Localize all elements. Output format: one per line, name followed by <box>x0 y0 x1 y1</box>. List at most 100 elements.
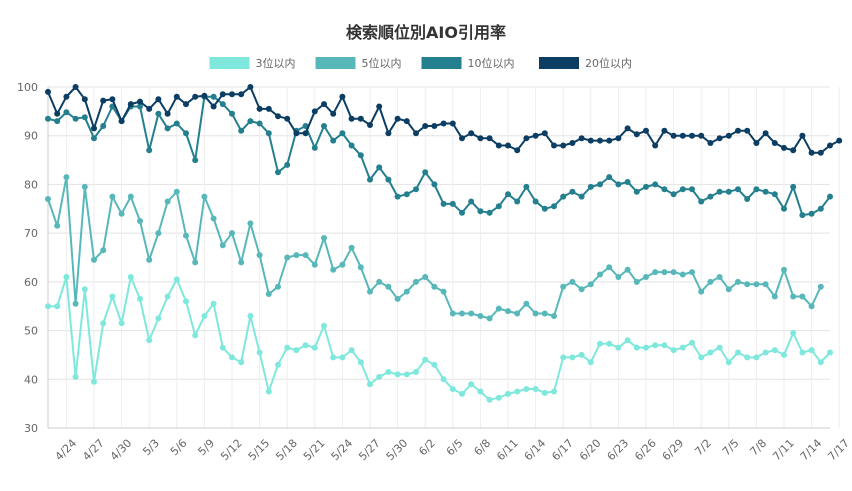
data-point[interactable] <box>799 132 806 139</box>
data-point[interactable] <box>109 96 116 103</box>
data-point[interactable] <box>127 193 134 200</box>
data-point[interactable] <box>532 386 539 392</box>
data-point[interactable] <box>560 283 567 290</box>
legend-item[interactable]: 5位以内 <box>315 56 402 70</box>
data-point[interactable] <box>744 281 751 288</box>
data-point[interactable] <box>265 130 272 137</box>
data-point[interactable] <box>578 286 585 293</box>
data-point[interactable] <box>127 274 134 280</box>
data-point[interactable] <box>817 205 824 212</box>
data-point[interactable] <box>762 349 769 356</box>
data-point[interactable] <box>790 330 797 336</box>
data-point[interactable] <box>54 222 61 229</box>
data-point[interactable] <box>210 300 217 307</box>
data-point[interactable] <box>762 188 769 195</box>
data-point[interactable] <box>624 179 631 185</box>
data-point[interactable] <box>146 147 153 154</box>
data-point[interactable] <box>597 271 603 278</box>
data-point[interactable] <box>394 193 401 200</box>
data-point[interactable] <box>91 378 97 385</box>
data-point[interactable] <box>72 84 79 90</box>
data-point[interactable] <box>468 310 475 317</box>
data-point[interactable] <box>284 115 291 122</box>
data-point[interactable] <box>817 283 824 290</box>
data-point[interactable] <box>348 115 355 122</box>
data-point[interactable] <box>183 232 189 239</box>
data-point[interactable] <box>459 390 465 397</box>
data-point[interactable] <box>192 93 199 100</box>
data-point[interactable] <box>689 269 695 276</box>
data-point[interactable] <box>578 351 585 358</box>
data-point[interactable] <box>624 266 631 273</box>
data-point[interactable] <box>146 256 153 263</box>
data-point[interactable] <box>238 359 245 366</box>
data-point[interactable] <box>192 157 199 164</box>
data-point[interactable] <box>311 108 318 115</box>
data-point[interactable] <box>523 183 530 190</box>
data-point[interactable] <box>183 101 189 108</box>
data-point[interactable] <box>173 120 180 127</box>
data-point[interactable] <box>597 340 603 347</box>
data-point[interactable] <box>624 337 631 344</box>
data-point[interactable] <box>422 169 429 176</box>
data-point[interactable] <box>330 266 337 273</box>
data-point[interactable] <box>376 278 383 285</box>
data-point[interactable] <box>440 200 447 207</box>
data-point[interactable] <box>81 114 88 121</box>
data-point[interactable] <box>238 259 245 266</box>
data-point[interactable] <box>449 310 456 317</box>
data-point[interactable] <box>790 183 797 190</box>
data-point[interactable] <box>569 140 576 146</box>
data-point[interactable] <box>137 103 143 110</box>
data-point[interactable] <box>91 125 97 132</box>
data-point[interactable] <box>808 149 815 156</box>
data-point[interactable] <box>348 347 355 354</box>
data-point[interactable] <box>275 169 281 176</box>
data-point[interactable] <box>183 130 189 137</box>
data-point[interactable] <box>578 135 585 142</box>
data-point[interactable] <box>587 281 594 288</box>
data-point[interactable] <box>219 101 226 108</box>
data-point[interactable] <box>615 274 622 280</box>
data-point[interactable] <box>505 390 511 397</box>
data-point[interactable] <box>72 300 79 307</box>
data-point[interactable] <box>505 142 511 149</box>
data-point[interactable] <box>256 349 263 356</box>
legend-item[interactable]: 10位以内 <box>421 56 515 70</box>
data-point[interactable] <box>597 137 603 144</box>
data-point[interactable] <box>735 127 741 134</box>
data-point[interactable] <box>265 388 272 395</box>
data-point[interactable] <box>311 144 318 151</box>
data-point[interactable] <box>808 210 815 217</box>
data-point[interactable] <box>744 196 751 202</box>
data-point[interactable] <box>357 115 364 122</box>
data-point[interactable] <box>330 110 337 117</box>
data-point[interactable] <box>689 186 695 193</box>
data-point[interactable] <box>771 293 778 300</box>
data-point[interactable] <box>118 210 125 217</box>
data-point[interactable] <box>827 349 833 356</box>
data-point[interactable] <box>376 164 383 171</box>
data-point[interactable] <box>587 183 594 190</box>
data-point[interactable] <box>413 369 419 375</box>
data-point[interactable] <box>229 354 235 361</box>
data-point[interactable] <box>330 354 337 361</box>
data-point[interactable] <box>302 130 309 137</box>
data-point[interactable] <box>707 193 714 200</box>
data-point[interactable] <box>45 303 51 310</box>
data-point[interactable] <box>63 174 70 181</box>
data-point[interactable] <box>817 149 824 156</box>
data-point[interactable] <box>100 97 107 104</box>
data-point[interactable] <box>275 113 281 120</box>
data-point[interactable] <box>137 218 143 224</box>
data-point[interactable] <box>744 354 751 361</box>
data-point[interactable] <box>762 281 769 288</box>
data-point[interactable] <box>495 305 502 312</box>
data-point[interactable] <box>449 120 456 127</box>
data-point[interactable] <box>348 244 355 251</box>
data-point[interactable] <box>155 315 162 322</box>
data-point[interactable] <box>284 161 291 168</box>
data-point[interactable] <box>587 359 594 366</box>
data-point[interactable] <box>707 349 714 356</box>
data-point[interactable] <box>532 132 539 139</box>
